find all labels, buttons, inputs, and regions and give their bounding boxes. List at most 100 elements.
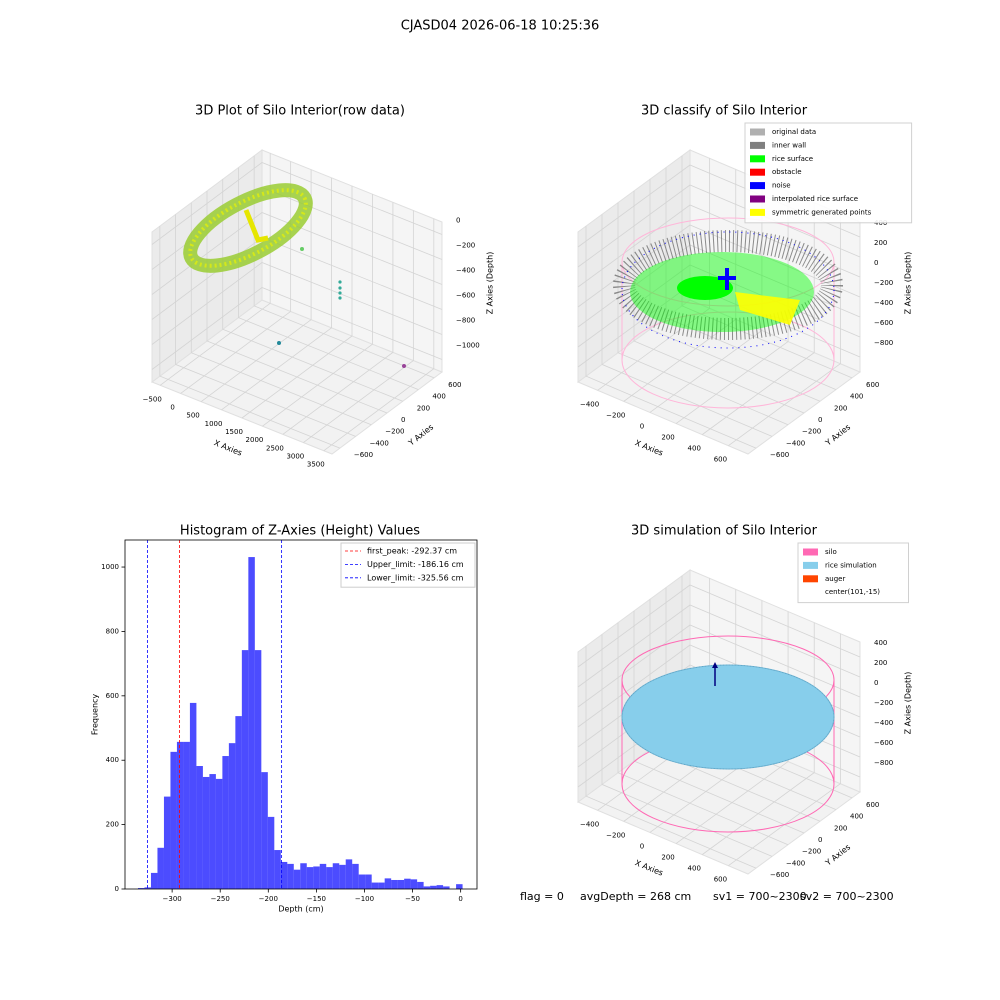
histogram-bar: [339, 864, 346, 889]
z-tick-label: −400: [874, 299, 893, 307]
histogram-bar: [378, 882, 385, 889]
grid-line: [633, 191, 805, 414]
x-axis-label: Depth (cm): [278, 905, 323, 914]
grid-line: [617, 622, 789, 846]
legend-label: original data: [772, 128, 816, 136]
x-tick-label: 400: [688, 865, 701, 873]
x-tick-label: −200: [606, 831, 625, 839]
legend-swatch: [750, 208, 765, 216]
grid-line: [585, 226, 757, 449]
y-tick-label: 600: [448, 381, 461, 389]
grid-line: [222, 179, 403, 402]
classified-cloud: [613, 217, 843, 409]
grid-line: [151, 287, 443, 370]
grid-line: [728, 213, 841, 447]
raw-cloud: [183, 183, 406, 368]
legend-label: silo: [825, 548, 837, 556]
histogram-bar: [202, 776, 210, 889]
z-tick-label: 400: [874, 639, 887, 647]
grid-line: [303, 210, 414, 443]
status-text: sv1 = 700~2300: [713, 890, 807, 903]
histogram-bar: [215, 778, 223, 889]
grid-line: [151, 162, 443, 245]
grid-line: [151, 212, 443, 295]
histogram-bar: [306, 867, 314, 889]
grid-line: [323, 218, 435, 452]
legend-swatch: [803, 548, 818, 556]
z-tick-label: −400: [874, 719, 893, 727]
grid-line: [675, 191, 789, 424]
histogram-bar: [358, 874, 366, 889]
histogram-bar: [209, 774, 216, 889]
grid-line: [282, 202, 394, 435]
grid-line: [175, 214, 356, 437]
status-text: sv2 = 700~2300: [800, 890, 894, 903]
x-tick-label: 3000: [286, 453, 304, 461]
grid-line: [585, 646, 757, 869]
plot-frame: [124, 539, 478, 890]
x-tick-label: 3500: [307, 461, 325, 469]
x-tick-label: 1000: [205, 420, 223, 428]
x-axis-label: X Axies: [213, 438, 244, 457]
z-tick-label: −600: [874, 739, 893, 747]
histogram-bar: [436, 885, 444, 889]
histogram-bar: [391, 879, 398, 889]
grid-line: [241, 186, 353, 419]
grid-line: [681, 155, 853, 379]
histogram-bar: [404, 878, 411, 889]
y-tick-label: 200: [417, 404, 430, 412]
histogram-bar: [189, 702, 197, 889]
histogram-bar: [345, 859, 353, 889]
x-tick-label: −150: [307, 895, 326, 903]
histogram-bar: [287, 863, 294, 889]
grid-line: [200, 169, 312, 402]
x-tick-label: 600: [714, 456, 727, 464]
legend-swatch: [750, 168, 765, 176]
z-tick-label: −400: [456, 267, 475, 275]
grid-line: [253, 155, 435, 379]
grid-line: [617, 202, 789, 426]
histogram-bar: [137, 888, 145, 889]
grid-line: [577, 264, 861, 348]
grid-line: [206, 191, 388, 414]
z-tick-label: 200: [874, 659, 887, 667]
y-tick-label: 200: [834, 824, 847, 832]
histogram-bar: [352, 863, 359, 889]
z-axis-label: Z Axies (Depth): [904, 252, 913, 315]
histogram-bar: [430, 885, 437, 889]
status-text: flag = 0: [520, 890, 564, 903]
z-axis-label: Z Axies (Depth): [904, 672, 913, 735]
grid-line: [577, 204, 861, 288]
x-tick-label: 0: [170, 403, 174, 411]
grid-line: [601, 214, 773, 437]
x-tick-label: −200: [259, 895, 278, 903]
chart-title: Histogram of Z-Axies (Height) Values: [180, 524, 420, 539]
histogram-bar: [456, 884, 463, 889]
grid-line: [262, 194, 373, 427]
status-text: avgDepth = 268 cm: [580, 890, 691, 903]
legend-label: rice surface: [772, 155, 813, 163]
y-tick-label: −600: [770, 871, 789, 879]
legend-swatch: [750, 128, 765, 136]
x-tick-label: −400: [580, 820, 599, 828]
histogram-bar: [280, 861, 288, 889]
legend-label: Lower_limit: -325.56 cm: [367, 573, 464, 582]
grid-line: [577, 224, 861, 308]
chart-title: 3D simulation of Silo Interior: [631, 524, 818, 539]
legend-swatch: [803, 561, 818, 569]
grid-line: [577, 604, 861, 688]
legend-swatch: [750, 155, 765, 163]
legend-label: center(101,-15): [825, 588, 880, 596]
x-tick-label: 600: [714, 876, 727, 884]
y-tick-label: −400: [786, 439, 805, 447]
grid-line: [159, 153, 271, 386]
histogram-bar: [222, 756, 229, 889]
x-tick-label: −400: [580, 400, 599, 408]
legend-label: interpolated rice surface: [772, 195, 858, 203]
x-tick-label: −250: [211, 895, 230, 903]
grid-line: [221, 177, 332, 411]
histogram-bar: [371, 882, 379, 889]
z-tick-label: −600: [456, 292, 475, 300]
legend-label: obstacle: [772, 168, 802, 176]
histogram-bar: [293, 869, 301, 889]
